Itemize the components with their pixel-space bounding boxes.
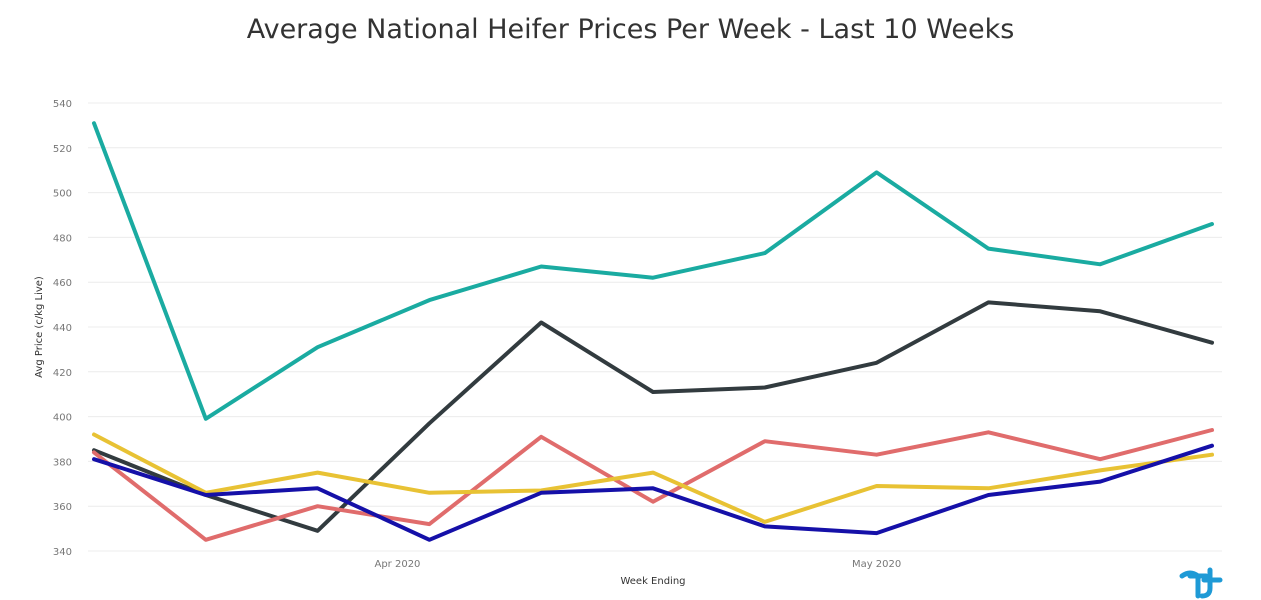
chart-title: Average National Heifer Prices Per Week … [246, 14, 1015, 45]
x-tick-label: May 2020 [852, 559, 901, 570]
y-tick-label: 540 [53, 99, 72, 110]
y-tick-label: 420 [53, 368, 72, 379]
x-tick-label: Apr 2020 [374, 559, 420, 570]
tractor-logo-icon [1179, 567, 1223, 599]
y-tick-label: 380 [53, 457, 72, 468]
y-tick-label: 400 [53, 413, 72, 424]
y-tick-label: 460 [53, 278, 72, 289]
series-lines [92, 121, 1214, 542]
x-axis-label: Week Ending [620, 576, 685, 587]
y-tick-label: 340 [53, 547, 72, 558]
y-tick-label: 520 [53, 144, 72, 155]
y-axis-ticks: 340 360 380 400 420 440 460 480 500 520 540 [53, 99, 72, 558]
y-tick-label: 440 [53, 323, 72, 334]
x-axis-ticks: Apr 2020 May 2020 [374, 559, 901, 570]
grid-lines [88, 102, 1222, 552]
series-line [92, 121, 1214, 421]
y-tick-label: 360 [53, 502, 72, 513]
y-tick-label: 500 [53, 189, 72, 200]
series-line [92, 443, 1214, 542]
y-tick-label: 480 [53, 233, 72, 244]
y-axis-label: Avg Price (c/kg Live) [34, 276, 45, 378]
series-line [92, 428, 1214, 542]
series-line [92, 432, 1214, 524]
